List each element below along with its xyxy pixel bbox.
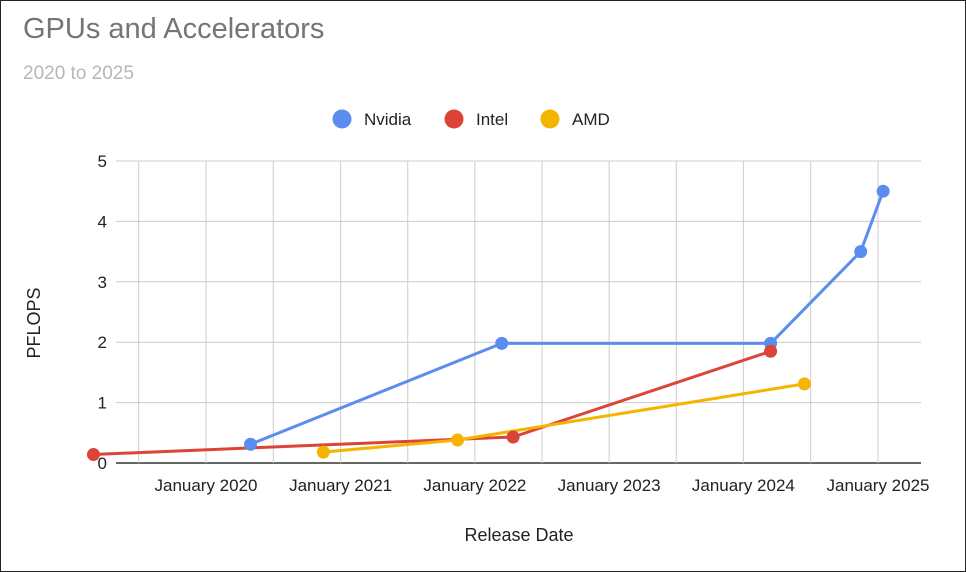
- data-point-intel[interactable]: [506, 430, 520, 444]
- chart-title: GPUs and Accelerators: [23, 13, 325, 45]
- legend: Nvidia Intel AMD: [332, 109, 610, 129]
- x-tick-label: January 2024: [692, 476, 795, 495]
- data-point-amd[interactable]: [316, 445, 330, 459]
- y-tick-label: 1: [98, 394, 107, 413]
- data-point-nvidia[interactable]: [876, 184, 890, 198]
- x-tick-label: January 2022: [423, 476, 526, 495]
- data-point-intel[interactable]: [764, 344, 778, 358]
- x-tick-label: January 2021: [289, 476, 392, 495]
- x-axis-title: Release Date: [464, 525, 573, 545]
- data-point-nvidia[interactable]: [244, 437, 258, 451]
- legend-label-nvidia: Nvidia: [364, 110, 412, 129]
- x-tick-label: January 2025: [826, 476, 929, 495]
- data-point-nvidia[interactable]: [495, 336, 509, 350]
- y-axis-title: PFLOPS: [24, 287, 44, 358]
- data-point-amd[interactable]: [451, 433, 465, 447]
- chart-subtitle: 2020 to 2025: [23, 63, 134, 84]
- series-points: [86, 184, 890, 462]
- data-point-nvidia[interactable]: [854, 245, 868, 259]
- y-tick-label: 3: [98, 273, 107, 292]
- data-point-intel[interactable]: [86, 448, 100, 462]
- x-tick-label: January 2023: [558, 476, 661, 495]
- grid: [116, 160, 921, 464]
- y-tick-label: 4: [98, 212, 107, 231]
- x-tick-label: January 2020: [154, 476, 257, 495]
- y-tick-label: 0: [98, 454, 107, 473]
- data-point-amd[interactable]: [797, 377, 811, 391]
- tick-labels: 0 1 2 3 4 5 January 2020 January 2021 January 20…: [98, 152, 930, 495]
- y-tick-label: 2: [98, 333, 107, 352]
- legend-label-amd: AMD: [572, 110, 610, 129]
- legend-marker-amd: [540, 109, 560, 129]
- series-lines: [91, 189, 885, 456]
- legend-marker-nvidia: [332, 109, 352, 129]
- legend-label-intel: Intel: [476, 110, 508, 129]
- series-line-nvidia: [249, 189, 885, 446]
- y-tick-label: 5: [98, 152, 107, 171]
- legend-marker-intel: [444, 109, 464, 129]
